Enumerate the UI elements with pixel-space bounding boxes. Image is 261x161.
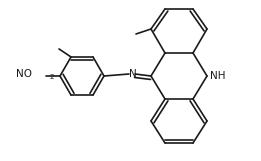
Text: 2: 2 [49,74,54,80]
Text: NH: NH [210,71,226,81]
Text: N: N [129,69,137,79]
Text: NO: NO [16,69,32,79]
